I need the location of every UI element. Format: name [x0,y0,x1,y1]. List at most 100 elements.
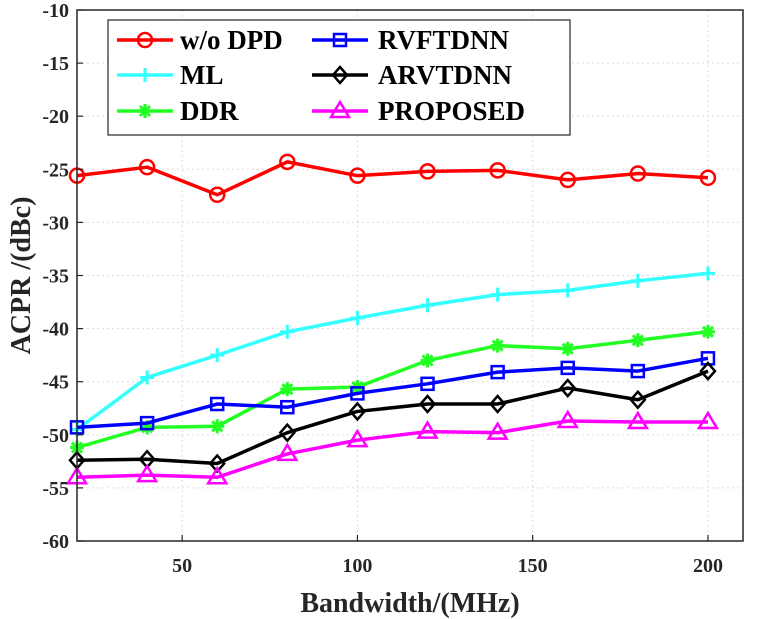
y-tick-label: -10 [42,0,69,22]
data-point-rvftdnn [630,363,646,379]
data-point-rvftdnn [560,360,575,376]
legend: w/o DPD ML DDR RVFTDNN ARVTDNN PROPOSED [107,19,571,136]
data-point-arvtdnn [418,394,437,414]
data-point-ml [420,298,435,313]
data-point-ddr [560,341,575,356]
legend-label: ML [180,60,224,90]
data-point-w-o-dpd [349,167,366,184]
data-point-ml [490,287,505,302]
legend-item-rvftdnn: RVFTDNN [312,25,510,55]
data-point-proposed [556,409,579,429]
x-axis-title: Bandwidth/(MHz) [300,588,519,619]
data-point-w-o-dpd [279,153,296,171]
data-point-ml [350,310,365,325]
legend-item-w-o-dpd: w/o DPD [117,25,283,55]
y-tick-label: -45 [42,372,69,394]
series-line-rvftdnn [76,356,709,430]
data-point-ml [210,348,225,363]
series-proposed [65,409,720,485]
y-tick-label: -25 [42,159,69,181]
data-point-w-o-dpd [559,171,576,189]
y-tick-label: -35 [42,266,69,288]
legend-label: RVFTDNN [378,25,510,55]
x-tick-labels: 50 100 150 200 [172,535,723,577]
data-point-proposed [416,420,439,439]
data-point-ml [280,324,295,339]
series-line-ddr [76,330,709,450]
y-axis-title: ACPR /(dBc) [6,197,37,355]
legend-marker [136,31,154,49]
data-point-ml [700,266,715,281]
y-tick-label: -30 [42,212,69,234]
data-point-w-o-dpd [699,169,717,187]
data-point-ddr [210,419,225,434]
data-point-ddr [490,338,505,353]
x-tick-label: 200 [693,555,723,577]
data-point-proposed [696,410,720,430]
series-line-ml [75,271,709,431]
data-point-proposed [206,465,229,485]
data-point-w-o-dpd [419,163,436,180]
data-point-rvftdnn [209,396,225,412]
y-tick-labels: -10 -15 -20 -25 -30 -35 -40 -45 -50 -55 -60 [42,0,83,553]
data-point-ml [140,370,155,385]
data-point-proposed [626,410,650,430]
data-point-arvtdnn [559,378,577,398]
data-point-w-o-dpd [629,165,647,182]
legend-marker [138,104,152,118]
data-point-ddr [280,382,295,397]
data-point-w-o-dpd [208,186,226,204]
data-point-arvtdnn [278,422,296,443]
data-point-ddr [420,353,435,368]
data-point-proposed [346,428,369,448]
y-tick-label: -50 [42,425,69,447]
x-tick-label: 50 [172,555,192,577]
legend-marker [332,32,348,48]
data-point-rvftdnn [139,415,155,431]
legend-label: w/o DPD [180,25,283,55]
data-point-w-o-dpd [138,158,156,176]
legend-item-arvtdnn: ARVTDNN [312,60,513,90]
x-tick-label: 150 [518,555,548,577]
data-point-rvftdnn [350,386,365,401]
series-rvftdnn [69,351,716,435]
y-tick-label: -60 [42,531,69,553]
data-point-proposed [135,463,159,483]
data-point-proposed [276,442,299,462]
y-tick-label: -20 [42,106,69,128]
legend-marker [138,68,152,82]
series-line-w-o-dpd [76,160,709,197]
series-line-arvtdnn [76,369,709,466]
data-point-arvtdnn [699,361,717,381]
y-tick-label: -40 [42,319,69,341]
legend-label: DDR [180,96,239,126]
data-point-w-o-dpd [489,162,506,179]
data-point-arvtdnn [629,389,647,410]
legend-item-ml: ML [117,60,224,90]
x-tick-label: 100 [342,555,372,577]
series-ml [70,266,715,437]
data-point-ml [560,283,575,298]
legend-label: PROPOSED [378,96,525,126]
legend-marker [328,99,352,119]
data-point-rvftdnn [420,376,435,392]
data-series [65,153,720,485]
data-point-ddr [700,324,715,339]
data-point-arvtdnn [348,401,367,422]
legend-marker [331,65,349,85]
data-point-arvtdnn [208,453,226,474]
data-point-rvftdnn [280,399,295,415]
data-point-ddr [140,420,155,435]
legend-label: ARVTDNN [378,60,513,90]
y-tick-label: -55 [42,478,69,500]
data-point-ml [630,273,645,288]
legend-item-ddr: DDR [117,96,239,126]
data-point-ddr [630,333,645,348]
data-point-proposed [486,421,509,440]
series-w-o-dpd [68,153,717,204]
data-point-rvftdnn [490,364,505,380]
y-tick-label: -15 [42,53,69,75]
legend-item-proposed: PROPOSED [312,96,525,126]
series-line-proposed [76,419,708,480]
